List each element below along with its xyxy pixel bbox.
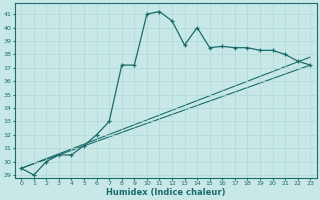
- X-axis label: Humidex (Indice chaleur): Humidex (Indice chaleur): [106, 188, 226, 197]
